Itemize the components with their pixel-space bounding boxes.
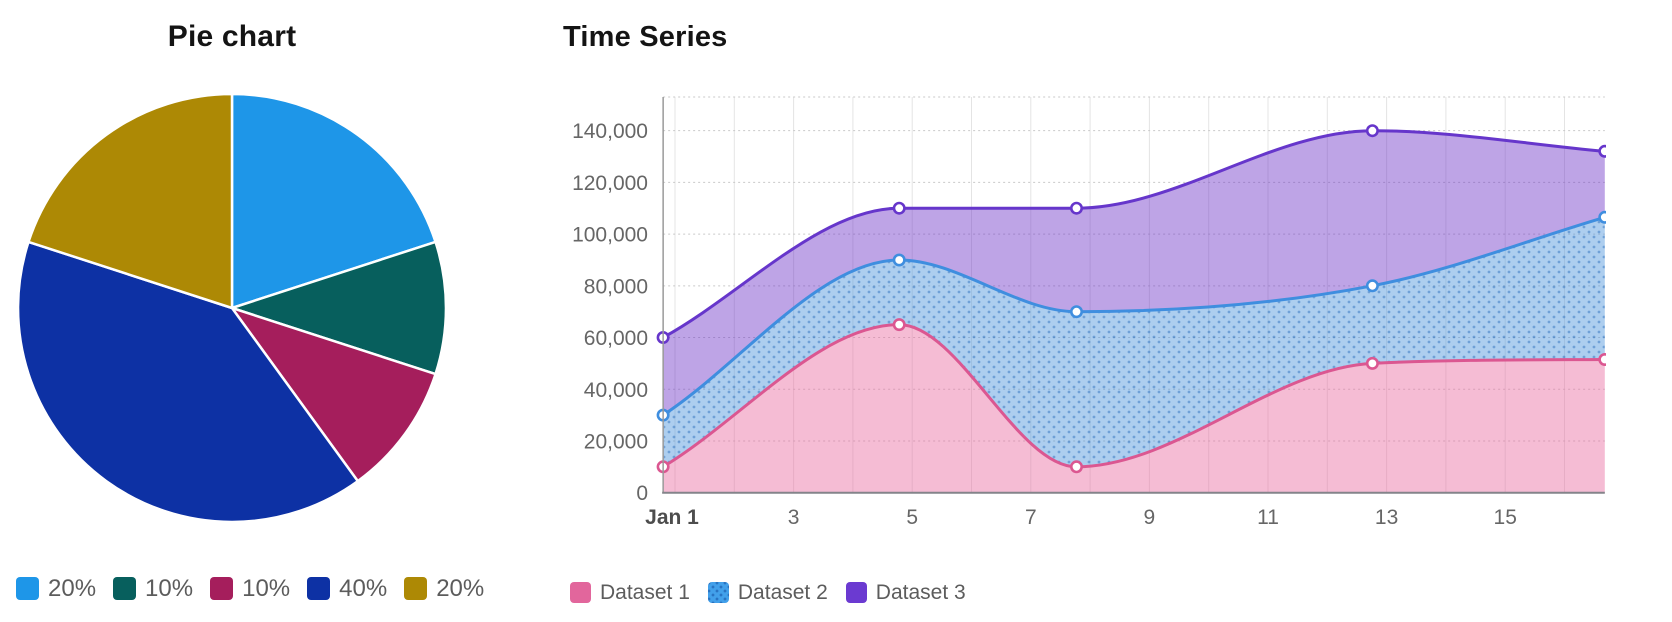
legend-label: 10% bbox=[242, 575, 291, 602]
point-dataset-2-1[interactable] bbox=[892, 253, 906, 267]
legend-swatch bbox=[707, 582, 729, 603]
y-tick-label: 140,000 bbox=[572, 120, 648, 143]
line-dataset-3 bbox=[661, 129, 1606, 339]
point-dataset-3-2[interactable] bbox=[1069, 201, 1083, 215]
legend-swatch bbox=[113, 577, 137, 600]
point-dataset-2-4[interactable] bbox=[1598, 210, 1610, 224]
ts-legend-item-1[interactable]: Dataset 2 bbox=[707, 581, 828, 604]
pie-slice-0[interactable] bbox=[230, 92, 437, 310]
point-dataset-3-4[interactable] bbox=[1598, 144, 1610, 158]
pie-legend-item-1[interactable]: 10% bbox=[113, 575, 194, 602]
x-tick-label: 9 bbox=[1144, 506, 1156, 529]
ts-legend-item-2[interactable]: Dataset 3 bbox=[845, 581, 966, 604]
x-tick-label: 11 bbox=[1257, 506, 1279, 529]
series-layer bbox=[656, 124, 1610, 493]
legend-label: 20% bbox=[436, 575, 485, 602]
point-dataset-3-1[interactable] bbox=[892, 201, 906, 215]
ts-legend-item-0[interactable]: Dataset 1 bbox=[570, 582, 690, 603]
point-dataset-1-1[interactable] bbox=[892, 318, 906, 332]
axis-labels: 0 20,000 40,000 60,000 80,000 100,000 120,000 1… bbox=[572, 120, 1517, 529]
legend-swatch bbox=[404, 577, 428, 600]
pie-legend-item-2[interactable]: 10% bbox=[210, 575, 291, 602]
x-tick-label: 15 bbox=[1494, 506, 1517, 529]
legend-swatch bbox=[210, 577, 234, 600]
area-dot-pattern bbox=[663, 217, 1605, 467]
point-dataset-1-4[interactable] bbox=[1598, 353, 1610, 366]
pie-legend: 20% 10% 10% 40% 20% bbox=[16, 575, 485, 602]
pie-legend-item-0[interactable]: 20% bbox=[16, 575, 97, 602]
y-tick-label: 80,000 bbox=[584, 275, 648, 298]
point-dataset-2-2[interactable] bbox=[1069, 305, 1083, 319]
axes bbox=[662, 97, 1605, 494]
point-dataset-1-3[interactable] bbox=[1365, 356, 1379, 370]
y-tick-label: 100,000 bbox=[572, 224, 648, 247]
pie-slice-3[interactable] bbox=[16, 240, 360, 524]
point-dataset-1-2[interactable] bbox=[1069, 460, 1083, 474]
pie-chart-title: Pie chart bbox=[167, 20, 297, 53]
x-tick-label: 3 bbox=[788, 506, 800, 529]
x-tick-label: 7 bbox=[1025, 506, 1037, 529]
x-tick-label: Jan 1 bbox=[645, 506, 699, 529]
timeseries-chart: 0 20,000 40,000 60,000 80,000 100,000 120,000 1… bbox=[572, 96, 1610, 529]
legend-swatch bbox=[16, 577, 39, 600]
legend-swatch bbox=[570, 582, 591, 603]
area-dataset-3 bbox=[663, 130, 1605, 416]
timeseries-legend: Dataset 1 Dataset 2 Dataset 3 bbox=[570, 582, 966, 603]
legend-swatch bbox=[845, 582, 867, 603]
pie-slice-1[interactable] bbox=[230, 240, 448, 376]
y-tick-label: 20,000 bbox=[584, 431, 648, 454]
pie-chart bbox=[16, 92, 448, 524]
legend-label: Dataset 1 bbox=[600, 581, 690, 604]
pie-slice-2[interactable] bbox=[230, 306, 437, 483]
legend-label: 10% bbox=[145, 575, 194, 602]
y-tick-label: 120,000 bbox=[572, 172, 648, 195]
legend-label: 40% bbox=[339, 575, 388, 602]
legend-label: 20% bbox=[48, 575, 97, 602]
x-tick-label: 5 bbox=[906, 506, 918, 529]
point-dataset-3-3[interactable] bbox=[1365, 124, 1379, 138]
x-tick-label: 13 bbox=[1375, 506, 1398, 529]
legend-label: Dataset 3 bbox=[875, 581, 966, 604]
legend-swatch bbox=[307, 577, 331, 600]
pie-legend-item-4[interactable]: 20% bbox=[404, 575, 485, 602]
pie-slice-4[interactable] bbox=[27, 92, 234, 310]
y-tick-label: 0 bbox=[636, 482, 648, 505]
y-tick-label: 60,000 bbox=[584, 327, 648, 350]
timeseries-title: Time Series bbox=[563, 21, 728, 53]
pie-legend-item-3[interactable]: 40% bbox=[307, 575, 388, 602]
y-tick-label: 40,000 bbox=[584, 379, 648, 402]
legend-label: Dataset 2 bbox=[737, 581, 828, 604]
point-dataset-2-3[interactable] bbox=[1365, 279, 1379, 293]
